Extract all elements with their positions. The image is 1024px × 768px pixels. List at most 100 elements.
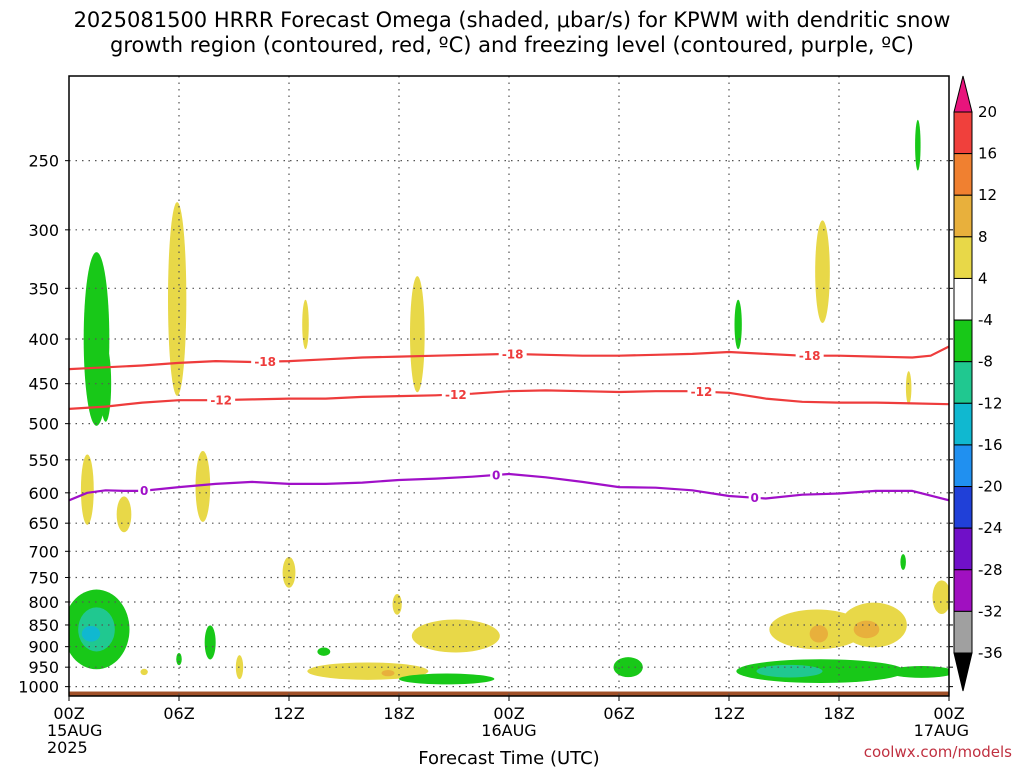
contour-label-1-0: -12 bbox=[210, 394, 232, 408]
omega-region-33 bbox=[853, 620, 880, 639]
omega-region-4 bbox=[410, 276, 425, 393]
contour-label-bg-1-1 bbox=[441, 387, 470, 402]
y-axis: 250 300 350 400 450 500 550 600 650 700 750 800 850 9… bbox=[18, 152, 953, 697]
x-axis-label: Forecast Time (UTC) bbox=[418, 748, 599, 768]
omega-region-7 bbox=[915, 119, 921, 171]
contour-label-bg-0-2 bbox=[795, 348, 824, 363]
colorbar-segment-11 bbox=[953, 527, 973, 571]
y-tick-label-650: 650 bbox=[28, 514, 59, 533]
contour-label-2-1: 0 bbox=[492, 468, 500, 482]
colorbar-segment-5 bbox=[953, 277, 973, 321]
omega-region-24 bbox=[317, 647, 331, 656]
colorbar-tick-12: -32 bbox=[978, 602, 1003, 620]
colorbar-segment-9 bbox=[953, 444, 973, 488]
colorbar-tick-8: -16 bbox=[978, 436, 1003, 454]
x-tick-label-36-0: 12Z bbox=[713, 704, 744, 723]
omega-region-5 bbox=[734, 299, 742, 350]
contour-label-2-0: 0 bbox=[140, 484, 148, 498]
omega-region-16 bbox=[381, 669, 395, 677]
omega-region-23 bbox=[140, 668, 148, 676]
omega-region-25 bbox=[399, 673, 495, 685]
omega-region-19 bbox=[81, 625, 101, 642]
y-tick-label-950: 950 bbox=[28, 658, 59, 677]
colorbar-segment-3 bbox=[953, 194, 973, 238]
y-tick-label-450: 450 bbox=[28, 375, 59, 394]
omega-region-1 bbox=[100, 345, 112, 422]
contour-label-1-2: -12 bbox=[691, 385, 713, 399]
y-tick-label-750: 750 bbox=[28, 568, 59, 587]
x-tick-label-24-0: 00Z bbox=[493, 704, 524, 723]
colorbar-tick-5: -4 bbox=[978, 311, 993, 329]
x-tick-label-42-0: 18Z bbox=[823, 704, 854, 723]
colorbar-segment-4 bbox=[953, 236, 973, 279]
contour-label-bg-1-2 bbox=[687, 384, 716, 399]
omega-region-34 bbox=[932, 580, 949, 615]
chart-title: 2025081500 HRRR Forecast Omega (shaded, … bbox=[0, 8, 1024, 58]
omega-region-11 bbox=[195, 450, 211, 522]
temperature-contour-layer: -18 -18 -18 -12 -12 -12 0 0 0 bbox=[69, 345, 949, 505]
omega-region-8 bbox=[905, 371, 912, 405]
colorbar-tick-1: 16 bbox=[978, 145, 997, 163]
x-tick-label-18-0: 18Z bbox=[383, 704, 414, 723]
colorbar: 20 16 12 8 4 -4 -8 -12 -16 -20 -24 -28 -32 -36 bbox=[953, 75, 1003, 692]
colorbar-segment-8 bbox=[953, 402, 973, 446]
y-tick-label-300: 300 bbox=[28, 221, 59, 240]
omega-region-13 bbox=[392, 593, 402, 615]
colorbar-segment-1 bbox=[953, 111, 973, 155]
contour-label-bg-0-0 bbox=[251, 354, 280, 369]
omega-region-3 bbox=[302, 299, 309, 350]
omega-region-6 bbox=[815, 220, 830, 323]
x-tick-label-48-0: 00Z bbox=[933, 704, 964, 723]
contour-line-0 bbox=[69, 345, 949, 371]
x-tick-label-6-0: 06Z bbox=[163, 704, 194, 723]
x-tick-label-48-1: 17AUG bbox=[914, 721, 969, 740]
contour-line-1 bbox=[69, 389, 949, 410]
colorbar-tick-7: -12 bbox=[978, 394, 1003, 412]
x-tick-label-24-1: 16AUG bbox=[481, 721, 536, 740]
omega-region-22 bbox=[235, 655, 244, 680]
contour-label-0-1: -18 bbox=[502, 347, 524, 361]
x-tick-label-30-0: 06Z bbox=[603, 704, 634, 723]
contour-label-bg-2-2 bbox=[748, 490, 761, 505]
colorbar-segment-12 bbox=[953, 569, 973, 612]
omega-region-2 bbox=[168, 202, 187, 396]
y-tick-label-600: 600 bbox=[28, 484, 59, 503]
colorbar-segment-2 bbox=[953, 153, 973, 196]
contour-line-2 bbox=[69, 472, 949, 502]
y-tick-label-500: 500 bbox=[28, 415, 59, 434]
y-tick-label-850: 850 bbox=[28, 616, 59, 635]
contour-label-bg-0-1 bbox=[498, 346, 527, 361]
y-tick-label-350: 350 bbox=[28, 279, 59, 298]
omega-shading-layer bbox=[69, 119, 949, 685]
contour-label-bg-1-0 bbox=[207, 393, 236, 408]
omega-region-21 bbox=[176, 652, 182, 666]
colorbar-segment-7 bbox=[953, 361, 973, 404]
colorbar-segment-6 bbox=[953, 319, 973, 363]
colorbar-tick-11: -28 bbox=[978, 561, 1003, 579]
colorbar-tick-9: -20 bbox=[978, 478, 1003, 496]
x-tick-label-0-2: 2025 bbox=[47, 738, 88, 757]
contour-label-bg-2-1 bbox=[490, 467, 503, 482]
x-tick-label-12-0: 12Z bbox=[273, 704, 304, 723]
contour-label-1-1: -12 bbox=[445, 388, 467, 402]
colorbar-top-arrow bbox=[953, 75, 973, 113]
x-tick-label-0-0: 00Z bbox=[53, 704, 84, 723]
omega-region-32 bbox=[809, 625, 828, 643]
y-tick-label-800: 800 bbox=[28, 593, 59, 612]
colorbar-bottom-arrow bbox=[953, 652, 973, 692]
y-tick-label-250: 250 bbox=[28, 152, 59, 171]
omega-region-20 bbox=[204, 625, 216, 660]
colorbar-segment-13 bbox=[953, 610, 973, 654]
omega-region-15 bbox=[307, 662, 429, 680]
omega-region-29 bbox=[756, 664, 823, 678]
omega-region-35 bbox=[900, 554, 906, 570]
y-tick-label-550: 550 bbox=[28, 451, 59, 470]
omega-region-28 bbox=[888, 666, 949, 678]
omega-region-9 bbox=[80, 454, 94, 525]
colorbar-tick-10: -24 bbox=[978, 519, 1003, 537]
grid-lines bbox=[69, 76, 949, 696]
colorbar-tick-3: 8 bbox=[978, 228, 988, 246]
colorbar-tick-2: 12 bbox=[978, 186, 997, 204]
